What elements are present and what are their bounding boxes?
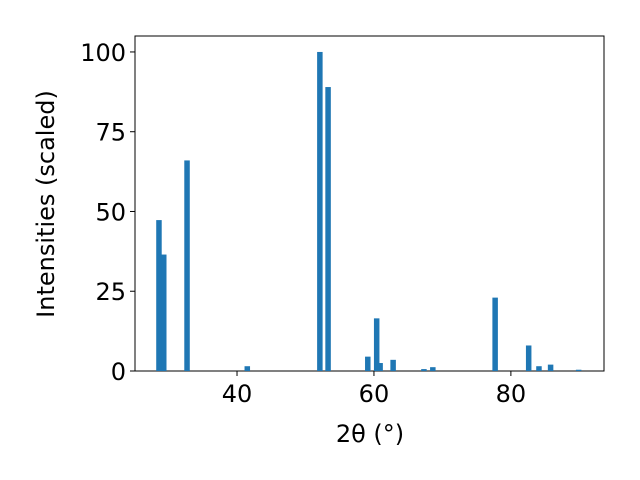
bar [365,356,371,371]
plot-frame [134,35,605,372]
bar [547,364,554,371]
bar [156,220,162,371]
x-tick-label: 80 [496,380,527,408]
bar [492,297,498,371]
x-tick-label: 40 [222,380,253,408]
bar [430,367,436,371]
y-tick-label: 50 [95,198,126,226]
bar [536,366,542,371]
bar [317,51,323,371]
bar [161,254,167,371]
y-tick-label: 25 [95,278,126,306]
bar [244,366,251,371]
y-tick-label: 100 [80,39,126,67]
y-tick-label: 0 [111,358,126,386]
bar [575,369,582,371]
y-axis-label: Intensities (scaled) [32,90,60,318]
bar [390,359,396,371]
bar [373,318,380,371]
bar [325,87,331,372]
bar [525,345,532,371]
y-tick-label: 75 [95,119,126,147]
x-tick-label: 60 [359,380,390,408]
x-axis-label: 2θ (°) [336,420,404,448]
bar [377,363,383,371]
bar [421,369,427,371]
bar [184,160,190,371]
